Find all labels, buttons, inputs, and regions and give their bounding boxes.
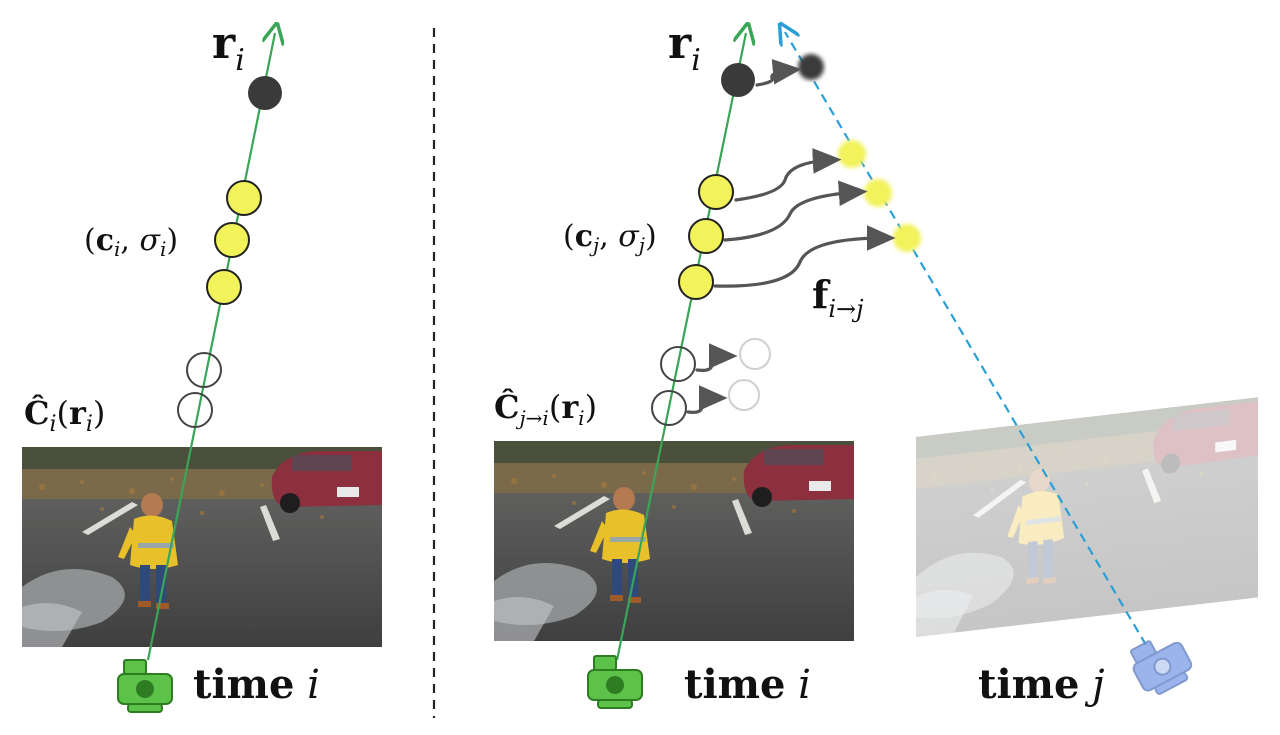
warped-sample-point bbox=[838, 140, 866, 168]
left-photo bbox=[22, 447, 382, 647]
flow-arrow bbox=[755, 58, 802, 87]
flow-arrow bbox=[723, 180, 868, 242]
flow-arrow bbox=[695, 343, 738, 372]
scene-flow-arrows bbox=[686, 58, 896, 414]
camera-icon-warped bbox=[1123, 627, 1199, 701]
right-time-j-label: time j bbox=[978, 661, 1105, 708]
left-sample-point bbox=[226, 180, 262, 216]
right-panel: ri (cj, σj) fi→j Ĉj→i(ri) time i time j bbox=[494, 18, 1259, 709]
right-photo-time-i bbox=[494, 441, 854, 641]
warped-empty-point bbox=[739, 338, 771, 370]
left-ray-label: ri bbox=[212, 18, 245, 78]
warped-opaque-point bbox=[798, 54, 824, 80]
camera-icon bbox=[587, 655, 643, 709]
flow-arrow bbox=[734, 148, 842, 202]
right-camera-ray-j bbox=[785, 32, 1147, 646]
left-sample-point bbox=[206, 269, 242, 305]
right-empty-point bbox=[651, 390, 687, 426]
right-time-i-label: time i bbox=[684, 661, 811, 708]
flow-label: fi→j bbox=[812, 272, 864, 323]
left-empty-point bbox=[186, 352, 222, 388]
right-color-label: Ĉj→i(ri) bbox=[494, 388, 597, 430]
right-sample-point bbox=[678, 264, 714, 300]
right-sample-point bbox=[688, 218, 724, 254]
flow-arrow bbox=[686, 385, 728, 414]
left-empty-point bbox=[177, 392, 213, 428]
left-sample-point bbox=[214, 222, 250, 258]
right-empty-point bbox=[660, 346, 696, 382]
camera-icon bbox=[117, 659, 173, 713]
left-color-label: Ĉi(ri) bbox=[24, 394, 105, 437]
left-camera-ray bbox=[146, 33, 275, 661]
left-opaque-point bbox=[248, 76, 282, 110]
right-photo-time-j bbox=[916, 397, 1259, 637]
right-sample-point bbox=[698, 174, 734, 210]
warped-empty-point bbox=[728, 379, 760, 411]
left-time-label: time i bbox=[193, 661, 320, 708]
left-sample-label: (ci, σi) bbox=[84, 223, 178, 261]
flow-arrow bbox=[713, 225, 896, 288]
warped-sample-point bbox=[893, 224, 921, 252]
right-ray-label: ri bbox=[668, 18, 701, 78]
right-sample-label: (cj, σj) bbox=[563, 219, 657, 257]
warped-sample-point bbox=[864, 179, 892, 207]
left-panel: ri (ci, σi) Ĉi(ri) time i bbox=[22, 18, 382, 713]
right-opaque-point bbox=[721, 63, 755, 97]
